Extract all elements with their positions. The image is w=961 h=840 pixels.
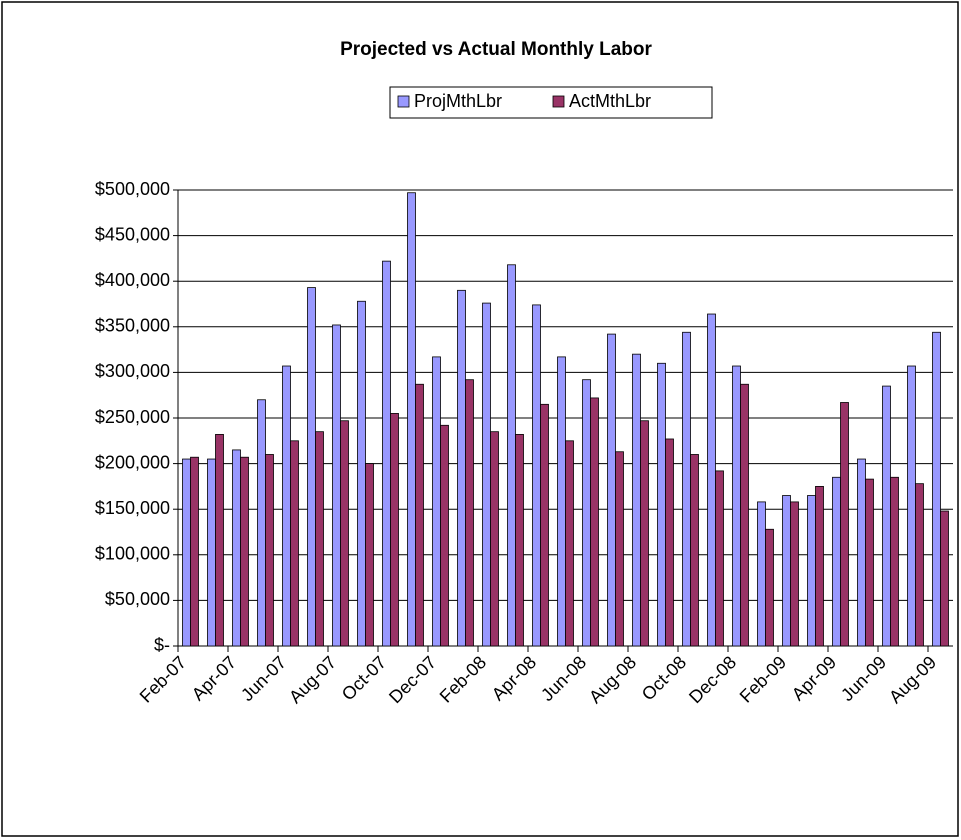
bar [407, 192, 416, 647]
y-tick-label: $400,000 [95, 270, 170, 290]
bar [690, 454, 699, 647]
bar [365, 463, 374, 647]
bar [332, 324, 341, 647]
bar [382, 260, 391, 647]
bar [240, 456, 249, 647]
bar [640, 420, 649, 647]
y-tick-label: $200,000 [95, 452, 170, 472]
bar [257, 399, 266, 647]
y-tick-label: $- [154, 635, 170, 655]
bar [565, 440, 574, 647]
bar [415, 383, 424, 647]
y-tick-label: $450,000 [95, 224, 170, 244]
bar [440, 424, 449, 647]
y-tick-label: $350,000 [95, 316, 170, 336]
bar [682, 331, 691, 647]
bar [315, 431, 324, 647]
bar [232, 449, 241, 647]
bar [432, 356, 441, 647]
bar [282, 365, 291, 647]
legend-swatch [552, 95, 565, 108]
bar [815, 485, 824, 647]
bar [707, 313, 716, 647]
bar [932, 331, 941, 647]
bar [757, 501, 766, 647]
bar [715, 470, 724, 647]
bar [507, 264, 516, 647]
bar [740, 383, 749, 647]
legend-label: ActMthLbr [569, 91, 651, 111]
bar [890, 476, 899, 647]
legend-box [389, 86, 713, 119]
bar [190, 456, 199, 647]
bar [307, 287, 316, 647]
y-tick-label: $150,000 [95, 498, 170, 518]
bar [782, 495, 791, 647]
bar [540, 403, 549, 647]
bar [607, 333, 616, 647]
bar [465, 379, 474, 647]
bar [665, 438, 674, 647]
bar [340, 420, 349, 647]
bar [590, 397, 599, 647]
bar [857, 458, 866, 647]
bar [732, 365, 741, 647]
bar [882, 385, 891, 647]
bar [840, 402, 849, 647]
bar [265, 454, 274, 647]
y-tick-label: $100,000 [95, 544, 170, 564]
bar [482, 302, 491, 647]
bar [615, 451, 624, 647]
y-tick-label: $250,000 [95, 407, 170, 427]
bar [490, 431, 499, 647]
legend-label: ProjMthLbr [414, 91, 502, 111]
bar [807, 495, 816, 647]
bar [907, 365, 916, 647]
chart-title: Projected vs Actual Monthly Labor [340, 39, 652, 60]
y-tick-label: $300,000 [95, 361, 170, 381]
bar [390, 413, 399, 647]
bar [207, 458, 216, 647]
bar [832, 476, 841, 647]
bar [290, 440, 299, 647]
bar [765, 528, 774, 647]
bar [582, 379, 591, 647]
bar [215, 434, 224, 647]
bar [657, 362, 666, 647]
bar [457, 289, 466, 647]
bar [357, 300, 366, 647]
bar [532, 304, 541, 647]
bar [940, 510, 949, 647]
bar [557, 356, 566, 647]
bar [632, 353, 641, 647]
bar [515, 434, 524, 647]
bar [865, 478, 874, 647]
bar [182, 458, 191, 647]
y-tick-label: $50,000 [105, 589, 170, 609]
bar [915, 483, 924, 647]
legend-swatch [397, 95, 410, 108]
y-tick-label: $500,000 [95, 179, 170, 199]
bar [790, 501, 799, 647]
